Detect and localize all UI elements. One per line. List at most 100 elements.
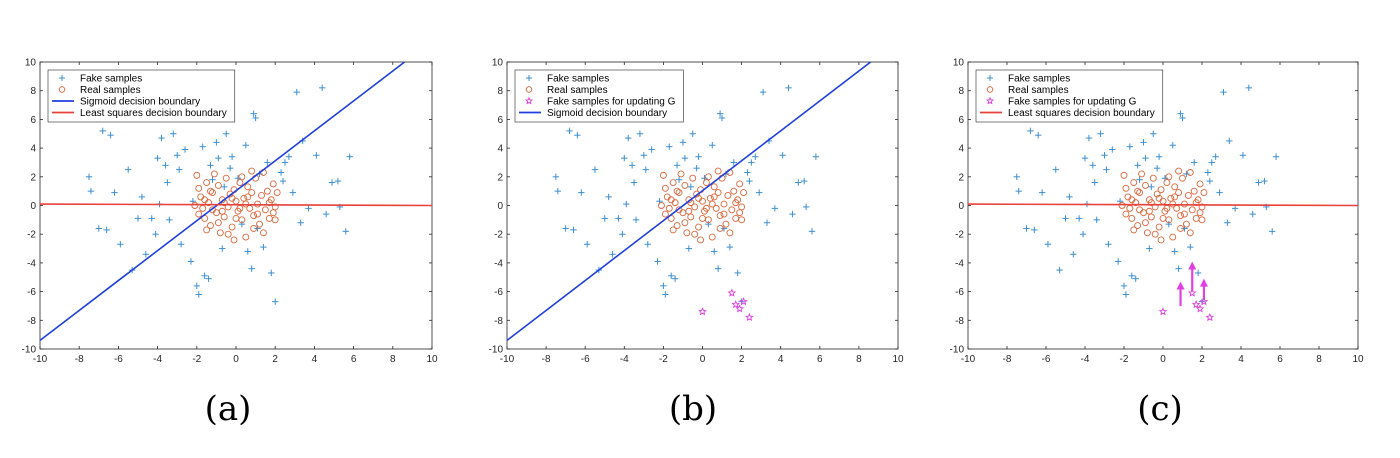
real-sample-point	[230, 236, 238, 244]
real-sample-point	[1169, 233, 1177, 241]
fake-sample-point	[181, 146, 189, 153]
real-sample-point	[1147, 213, 1155, 221]
plot-area	[968, 84, 1358, 322]
y-tick-label: 6	[958, 115, 964, 126]
real-sample-point	[201, 196, 209, 204]
fake-sample-point	[177, 241, 185, 248]
real-sample-point	[1167, 194, 1175, 202]
least-squares-decision-boundaryline	[968, 203, 1358, 207]
fake-sample-point	[552, 173, 560, 180]
real-sample-point	[1165, 173, 1173, 181]
y-tick-label: 8	[497, 86, 503, 97]
fake-sample-point	[644, 241, 651, 248]
real-sample-point	[659, 171, 667, 179]
legend-label: Fake samples	[547, 74, 609, 85]
fake-sample-point	[1220, 88, 1227, 96]
real-sample-point	[687, 213, 695, 221]
real-sample-point	[209, 189, 216, 197]
real-sample-point	[1134, 187, 1142, 195]
legend-circle-icon	[986, 86, 994, 93]
update-sample-star	[1195, 304, 1205, 313]
x-tick-label: 4	[312, 354, 318, 365]
fake-sample-point	[1272, 153, 1280, 160]
real-sample-point	[209, 206, 216, 214]
real-sample-point	[220, 213, 228, 221]
fake-sample-point	[223, 130, 230, 137]
fake-sample-point	[1052, 166, 1059, 173]
y-tick-label: -8	[494, 316, 503, 327]
real-sample-point	[191, 202, 199, 209]
y-tick-label: 6	[30, 115, 36, 126]
fake-sample-point	[260, 243, 267, 251]
fake-sample-point	[628, 162, 636, 169]
y-tick-label: -6	[27, 287, 36, 298]
real-sample-point	[1153, 190, 1161, 198]
y-tick-label: -2	[955, 230, 964, 241]
fake-sample-point	[158, 134, 165, 142]
real-sample-point	[207, 187, 214, 195]
x-tick-label: 0	[233, 354, 239, 365]
fake-sample-point	[746, 177, 753, 185]
x-tick-label: -2	[1120, 354, 1129, 365]
x-tick-label: -6	[581, 354, 590, 365]
scatter-panel-c: -10 -8 -6 -4 -2 0 2 4 6 8 10 -10 -8 -6 -4 -2 0 2 4 6 8 10 Fake…	[950, 58, 1364, 430]
y-tick-label: 10	[25, 58, 37, 69]
real-sample-point	[738, 216, 746, 224]
fake-sample-point	[630, 179, 638, 186]
legend-label: Fake samples	[80, 74, 142, 85]
real-sample-point	[195, 184, 203, 192]
update-direction-arrow	[1188, 261, 1197, 292]
real-sample-point	[224, 203, 232, 211]
real-sample-point	[673, 187, 681, 195]
fake-sample-point	[174, 152, 181, 159]
fake-sample-point	[1105, 241, 1112, 248]
fake-sample-point	[346, 153, 353, 160]
real-sample-point	[712, 204, 720, 212]
legend-label: Sigmoid decision boundary	[80, 97, 200, 108]
real-sample-point	[740, 189, 748, 197]
fake-sample-point	[734, 269, 741, 277]
fake-sample-point	[228, 153, 236, 160]
fake-sample-point	[1091, 179, 1098, 186]
fake-sample-point	[578, 189, 585, 196]
fake-sample-point	[313, 152, 320, 159]
fake-sample-point	[554, 187, 562, 195]
fake-sample-point	[1081, 154, 1089, 162]
x-tick-label: 4	[1238, 354, 1244, 365]
fake-sample-point	[808, 228, 816, 235]
real-sample-point	[216, 229, 224, 237]
real-sample-point	[708, 200, 716, 208]
x-tick-label: -8	[75, 354, 84, 365]
legend-label: Fake samples for updating G	[547, 97, 676, 108]
update-sample-star	[745, 312, 754, 322]
x-tick-label: -4	[1081, 354, 1090, 365]
fake-sample-point	[755, 189, 763, 196]
x-tick-label: -10	[33, 354, 48, 365]
real-sample-point	[1180, 210, 1188, 218]
fake-sample-point	[1132, 275, 1139, 282]
legend-item: Real samples	[58, 85, 141, 96]
fake-sample-point	[1142, 154, 1149, 162]
least-squares-decision-boundaryline	[40, 203, 432, 207]
fake-sample-point	[293, 88, 300, 96]
x-tick-label: 10	[426, 354, 438, 365]
fake-sample-point	[1146, 245, 1153, 252]
fake-sample-point	[640, 152, 648, 159]
fake-sample-point	[322, 210, 330, 218]
x-tick-label: -6	[1042, 354, 1051, 365]
panel-caption: (a)	[205, 389, 252, 429]
fake-sample-point	[1169, 142, 1176, 149]
fake-sample-point	[85, 173, 93, 180]
fake-sample-point	[117, 241, 124, 248]
real-sample-point	[1130, 179, 1138, 186]
real-sample-point	[1182, 220, 1190, 228]
real-sample-point	[728, 206, 736, 214]
fake-sample-point	[574, 131, 581, 139]
real-sample-point	[1130, 226, 1138, 234]
fake-sample-point	[785, 84, 792, 92]
fake-sample-point	[662, 291, 669, 298]
x-tick-label: 2	[1199, 354, 1205, 365]
fake-sample-point	[1075, 215, 1083, 222]
fake-sample-point	[289, 189, 297, 196]
fake-sample-point	[1208, 159, 1215, 166]
